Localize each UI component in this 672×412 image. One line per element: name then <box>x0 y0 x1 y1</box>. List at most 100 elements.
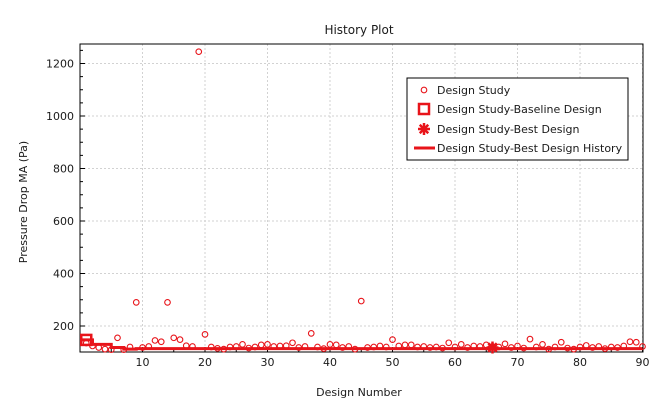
design-study-point <box>376 342 384 350</box>
design-study-point <box>332 341 340 349</box>
chart-title: History Plot <box>324 23 393 37</box>
design-study-point <box>295 344 303 351</box>
design-study-point <box>251 343 259 351</box>
design-study-point <box>245 344 253 352</box>
design-study-point <box>557 338 565 346</box>
design-study-point <box>282 342 290 350</box>
design-study-point <box>520 344 528 352</box>
x-tick-label: 60 <box>448 356 462 369</box>
design-study-point <box>364 344 371 351</box>
design-study-point <box>120 346 128 353</box>
design-study-point <box>607 343 615 351</box>
design-study-point <box>164 299 171 306</box>
design-study-point <box>320 345 328 352</box>
x-tick-label: 10 <box>136 356 150 369</box>
design-study-point <box>226 343 234 351</box>
design-study-point <box>526 335 534 343</box>
design-study-point <box>401 341 409 349</box>
legend: Design Study Design Study-Baseline Design… <box>406 77 629 161</box>
design-study-point <box>539 341 546 348</box>
design-study-point <box>589 344 596 351</box>
design-study-point <box>201 331 209 338</box>
y-tick-label: 400 <box>53 268 74 281</box>
design-study-point <box>451 343 459 351</box>
design-study-point <box>301 343 309 350</box>
legend-entry-label: Design Study-Best Design <box>437 123 579 136</box>
design-study-point <box>564 344 571 352</box>
design-study-point <box>545 345 553 353</box>
design-study-point <box>389 336 396 344</box>
design-study-point <box>195 48 203 56</box>
design-study-point <box>276 342 284 350</box>
design-study-point <box>132 299 140 306</box>
design-study-point <box>626 338 634 346</box>
design-study-point <box>95 344 103 351</box>
design-study-point <box>582 342 590 349</box>
design-study-point <box>126 343 134 351</box>
design-study-point <box>351 345 359 353</box>
design-study-point <box>114 334 121 342</box>
data-marks <box>80 48 646 354</box>
design-study-point <box>232 343 240 350</box>
x-tick-label: 30 <box>261 356 275 369</box>
design-study-point <box>445 339 453 347</box>
design-study-point <box>157 338 165 346</box>
design-study-point <box>101 345 109 353</box>
design-study-point <box>576 343 584 351</box>
design-study-point <box>514 342 521 350</box>
y-tick-label: 600 <box>53 215 74 228</box>
design-study-point <box>151 337 159 344</box>
design-study-point <box>176 336 184 344</box>
design-study-point <box>464 344 471 351</box>
design-study-point <box>139 344 146 351</box>
y-tick-label: 1200 <box>46 58 74 71</box>
best-design-marker <box>486 341 499 354</box>
design-study-point <box>264 341 271 348</box>
design-study-point <box>551 343 559 351</box>
y-tick-label: 1000 <box>46 110 74 123</box>
design-study-point <box>345 343 353 350</box>
design-study-point <box>632 338 640 346</box>
design-study-point <box>107 346 115 353</box>
design-study-point <box>257 341 265 349</box>
asterisk-icon <box>418 123 430 135</box>
x-tick-label: 20 <box>198 356 212 369</box>
design-study-point <box>326 341 334 348</box>
design-study-point <box>570 345 578 353</box>
x-axis-label: Design Number <box>316 386 402 399</box>
design-study-point <box>314 343 321 351</box>
design-study-point <box>532 343 540 351</box>
x-tick-label: 70 <box>511 356 525 369</box>
design-study-point <box>407 341 415 349</box>
y-axis-label: Pressure Drop MA (Pa) <box>17 141 30 263</box>
design-study-point <box>620 342 628 350</box>
design-study-point <box>145 343 153 350</box>
axis-ticks: 10 20 30 40 50 60 70 80 90 200 400 600 800 1000 1200 <box>46 49 650 369</box>
design-study-point <box>595 343 603 350</box>
design-study-point <box>470 342 478 350</box>
design-study-point <box>370 343 378 351</box>
design-study-point <box>614 344 621 351</box>
design-study-point <box>501 340 509 348</box>
legend-entry-label: Design Study-Best Design History <box>437 142 623 155</box>
design-study-point <box>339 344 346 351</box>
design-study-point <box>395 342 403 350</box>
design-study-point <box>270 343 278 350</box>
design-study-point <box>382 343 390 351</box>
x-tick-label: 50 <box>386 356 400 369</box>
design-study-point <box>214 344 221 352</box>
y-tick-label: 800 <box>53 163 74 176</box>
x-tick-label: 80 <box>573 356 587 369</box>
legend-box <box>406 77 629 161</box>
design-study-point <box>439 344 446 352</box>
design-study-point <box>420 343 428 350</box>
baseline-design-marker <box>80 333 93 347</box>
design-study-point <box>507 344 515 351</box>
design-study-point <box>639 343 646 350</box>
design-study-point <box>432 343 440 351</box>
design-study-point <box>182 342 190 350</box>
design-study-point <box>426 344 434 351</box>
legend-entry-label: Design Study <box>437 84 511 97</box>
square-open-icon <box>417 102 431 116</box>
